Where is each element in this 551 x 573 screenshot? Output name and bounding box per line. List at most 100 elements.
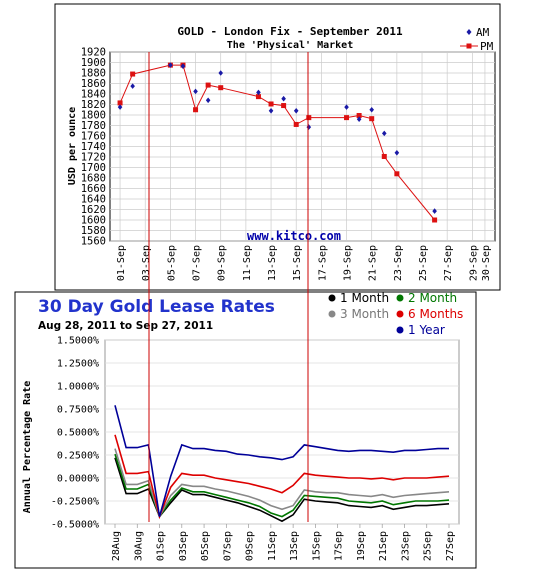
bottom-x-tick-label: 30Aug xyxy=(133,531,144,561)
top-chart-x-ticks: 01-Sep 03-Sep 05-Sep 07-Sep 09-Sep 11-Sep 13-S… xyxy=(116,245,492,281)
pm-marker xyxy=(293,121,299,127)
am-marker xyxy=(117,104,123,110)
legend-marker-2-month xyxy=(396,294,404,302)
bottom-x-tick-label: 15Sep xyxy=(311,531,322,561)
bottom-x-tick-label: 13Sep xyxy=(289,531,300,561)
bottom-x-tick-label: 03Sep xyxy=(178,531,189,561)
gold-london-fix-chart: GOLD - London Fix - September 2011 The '… xyxy=(54,3,501,291)
pm-marker xyxy=(344,115,350,121)
bottom-x-tick-label: 25Sep xyxy=(423,531,434,561)
am-marker xyxy=(394,150,400,156)
top-x-tick-label: 05-Sep xyxy=(166,245,177,281)
bottom-y-tick-label: 0.7500% xyxy=(57,405,99,416)
bottom-chart-y-ticks: -0.5000% -0.2500% 0.0000% 0.2500% 0.5000% 0.7… xyxy=(51,336,99,531)
top-y-tick-label: 1680 xyxy=(81,173,106,185)
series-line-3-month xyxy=(114,448,450,519)
series-line-2-month xyxy=(114,453,450,519)
bottom-y-tick-label: 0.2500% xyxy=(57,451,99,462)
legend-label-2-month: 2 Month xyxy=(408,291,457,305)
am-marker xyxy=(306,124,312,130)
top-chart-subtitle: The 'Physical' Market xyxy=(227,39,353,51)
am-marker xyxy=(293,108,299,114)
am-marker xyxy=(344,104,349,110)
legend-label-1-year: 1 Year xyxy=(408,323,445,337)
top-y-tick-label: 1860 xyxy=(81,78,106,90)
am-marker xyxy=(130,83,135,89)
pm-marker xyxy=(117,100,123,106)
top-y-tick-label: 1800 xyxy=(81,110,106,122)
top-x-tick-label: 11-Sep xyxy=(242,245,253,281)
top-y-tick-label: 1660 xyxy=(81,183,106,195)
bottom-chart-title: 30 Day Gold Lease Rates xyxy=(38,297,275,317)
top-x-tick-label: 29-Sep xyxy=(468,245,479,281)
bottom-y-tick-label: 1.2500% xyxy=(57,359,99,370)
top-y-tick-label: 1900 xyxy=(81,57,106,69)
bottom-y-tick-label: 0.0000% xyxy=(57,474,99,485)
top-x-tick-label: 25-Sep xyxy=(418,245,429,281)
top-y-tick-label: 1620 xyxy=(81,204,106,216)
am-marker xyxy=(432,208,437,214)
legend-marker-1-month xyxy=(328,294,336,302)
pm-marker xyxy=(255,94,261,100)
bottom-x-tick-label: 23Sep xyxy=(400,531,411,561)
top-y-tick-label: 1840 xyxy=(81,89,106,101)
bottom-x-tick-label: 21Sep xyxy=(378,531,389,561)
am-marker xyxy=(193,88,198,95)
top-x-tick-label: 21-Sep xyxy=(368,245,379,281)
bottom-y-tick-label: 1.0000% xyxy=(57,382,99,393)
bottom-x-tick-label: 01Sep xyxy=(156,531,167,561)
legend-pm-label: PM xyxy=(480,40,494,53)
legend-marker-3-month xyxy=(328,310,336,318)
top-y-tick-label: 1920 xyxy=(81,47,106,59)
bottom-y-tick-label: -0.2500% xyxy=(51,497,99,508)
top-x-tick-label: 13-Sep xyxy=(267,245,278,281)
pm-marker xyxy=(218,85,224,91)
am-marker xyxy=(180,63,186,69)
pm-marker xyxy=(268,101,274,107)
top-x-tick-label: 17-Sep xyxy=(317,245,328,281)
legend-label-1-month: 1 Month xyxy=(340,291,389,305)
top-chart-y-axis-label: USD per ounce xyxy=(67,107,78,185)
pm-marker xyxy=(130,71,136,77)
top-x-tick-label: 03-Sep xyxy=(141,245,152,281)
bottom-x-tick-label: 27Sep xyxy=(445,531,456,561)
bottom-x-tick-label: 19Sep xyxy=(356,531,367,561)
legend-label-6-months: 6 Months xyxy=(408,307,463,321)
am-marker xyxy=(168,62,173,68)
bottom-x-tick-label: 11Sep xyxy=(267,531,278,561)
legend-marker-1-year xyxy=(396,326,404,334)
am-marker xyxy=(369,106,374,113)
pm-marker xyxy=(381,153,387,159)
bottom-y-tick-label: 1.5000% xyxy=(57,336,99,347)
top-y-tick-label: 1880 xyxy=(81,68,106,80)
series-line-6-months xyxy=(114,434,450,520)
gold-lease-rates-chart: 30 Day Gold Lease Rates Aug 28, 2011 to … xyxy=(14,291,477,569)
top-y-tick-label: 1640 xyxy=(81,194,106,206)
top-chart-grid xyxy=(110,51,495,242)
pm-marker xyxy=(356,113,362,119)
legend-pm-marker xyxy=(466,43,472,49)
pm-marker xyxy=(394,171,400,177)
bottom-x-tick-label: 05Sep xyxy=(200,531,211,561)
bottom-x-tick-label: 09Sep xyxy=(245,531,256,561)
am-marker xyxy=(218,70,224,76)
bottom-x-tick-label: 07Sep xyxy=(222,531,233,561)
bottom-chart-series xyxy=(114,405,450,523)
am-marker xyxy=(381,130,387,137)
top-x-tick-label: 09-Sep xyxy=(217,245,228,281)
am-marker xyxy=(268,108,274,114)
bottom-chart-subtitle: Aug 28, 2011 to Sep 27, 2011 xyxy=(38,320,213,332)
pm-marker xyxy=(306,115,312,121)
am-marker xyxy=(356,116,362,122)
series-line-1-year xyxy=(114,405,449,517)
top-y-tick-label: 1720 xyxy=(81,152,106,164)
bottom-x-tick-label: 17Sep xyxy=(334,531,345,561)
pm-marker xyxy=(205,82,211,88)
top-y-tick-label: 1600 xyxy=(81,215,106,227)
kitco-watermark: www.kitco.com xyxy=(247,229,341,243)
bottom-x-tick-label: 28Aug xyxy=(111,531,122,561)
bottom-y-tick-label: -0.5000% xyxy=(51,520,99,531)
top-x-tick-label: 19-Sep xyxy=(343,245,354,281)
legend-label-3-month: 3 Month xyxy=(340,307,389,321)
top-x-tick-label: 23-Sep xyxy=(393,245,404,281)
